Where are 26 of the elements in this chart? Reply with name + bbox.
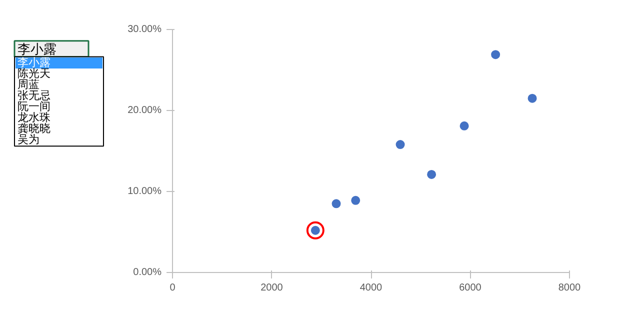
- x-tick-label: 8000: [558, 282, 582, 294]
- point: [332, 199, 341, 208]
- text: 李小露: [18, 42, 56, 57]
- text: 龚晓晓: [18, 122, 50, 135]
- y-tick-label: 10.00%: [128, 186, 162, 197]
- point: [306, 221, 324, 240]
- y-tick-label: 30.00%: [128, 24, 162, 35]
- text: 吴为: [18, 132, 40, 146]
- text: 张无忌: [18, 88, 50, 102]
- y-tick-label: 0.00%: [133, 267, 162, 278]
- point: [427, 170, 436, 179]
- x-tick-label: 4000: [360, 282, 383, 294]
- text: 阮一间: [18, 100, 50, 113]
- x-tick-label: 2000: [260, 282, 284, 294]
- text: 龙水珠: [18, 110, 50, 124]
- point: [396, 140, 405, 150]
- point: [351, 196, 360, 205]
- x-tick-label: 6000: [459, 282, 482, 294]
- x-tick-label: 0: [170, 282, 176, 294]
- y-tick-label: 20.00%: [128, 105, 162, 116]
- point: [460, 121, 469, 130]
- point: [528, 94, 537, 103]
- text: 周蓝: [18, 78, 40, 91]
- text: 李小露: [18, 56, 50, 69]
- text: 陈光天: [18, 66, 50, 80]
- point: [491, 50, 500, 60]
